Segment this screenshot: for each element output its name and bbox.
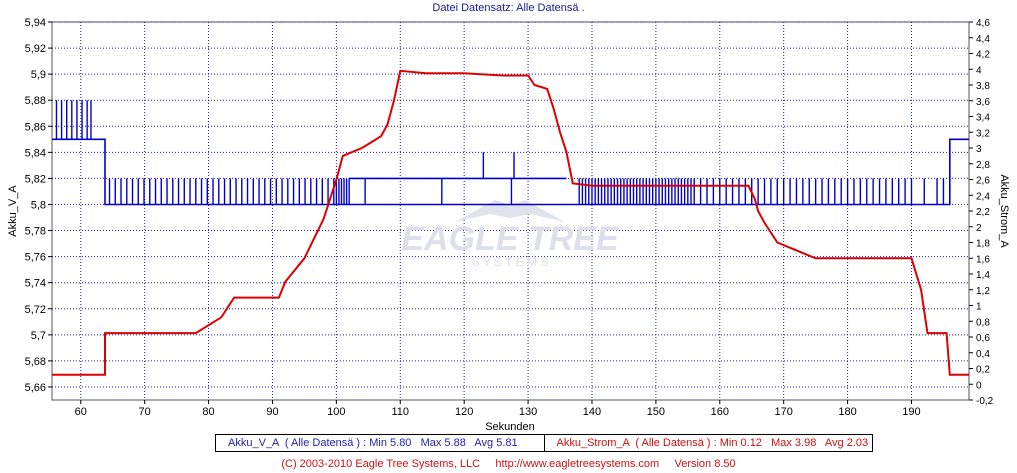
series-voltage-line <box>52 138 969 206</box>
y-left-tick-label: 5,9 <box>31 69 46 81</box>
x-tick-label: 90 <box>266 406 278 418</box>
watermark-main: EAGLE TREE <box>401 220 620 258</box>
y-left-tick-label: 5,74 <box>25 278 46 290</box>
y-left-tick-label: 5,88 <box>25 95 46 107</box>
y-left-tick-label: 5,7 <box>31 330 46 342</box>
y-left-tick-label: 5,86 <box>25 121 46 133</box>
watermark-sub: S Y S T E M S <box>472 255 548 269</box>
legend-current: Akku_Strom_A ( Alle Datensä ) : Min 0.12… <box>556 437 869 449</box>
x-tick-label: 150 <box>647 406 665 418</box>
x-tick-label: 160 <box>711 406 729 418</box>
watermark-logo: EAGLE TREE S Y S T E M S <box>401 200 620 269</box>
y-right-tick-label: 0,2 <box>976 365 990 376</box>
y-right-tick-label: 3 <box>976 144 982 155</box>
y-right-tick-label: 2,8 <box>976 160 990 171</box>
y-right-tick-label: -0,2 <box>976 396 994 407</box>
y-right-tick-label: 2,4 <box>976 191 990 202</box>
y-left-tick-label: 5,72 <box>25 304 46 316</box>
y-right-tick-label: 0,6 <box>976 333 990 344</box>
y-left-tick-label: 5,82 <box>25 173 46 185</box>
y-left-tick-label: 5,78 <box>25 226 46 238</box>
x-tick-label: 80 <box>202 406 214 418</box>
y-right-tick-label: 3,2 <box>976 128 990 139</box>
y-right-tick-label: 4 <box>976 65 982 76</box>
y-right-tick-label: 2,6 <box>976 176 990 187</box>
x-tick-label: 60 <box>75 406 87 418</box>
x-tick-label: 180 <box>838 406 856 418</box>
x-tick-label: 120 <box>455 406 473 418</box>
y-left-tick-label: 5,84 <box>25 147 46 159</box>
x-tick-label: 100 <box>327 406 345 418</box>
y-right-tick-label: 2,2 <box>976 207 990 218</box>
x-tick-label: 140 <box>583 406 601 418</box>
y-right-tick-label: 4,6 <box>976 18 990 29</box>
x-tick-label: 170 <box>775 406 793 418</box>
y-right-axis-label: Akku_Strom_A <box>998 174 1010 248</box>
x-tick-label: 190 <box>902 406 920 418</box>
x-axis-label: Sekunden <box>485 421 535 433</box>
y-left-tick-label: 5,8 <box>31 199 46 211</box>
y-left-tick-label: 5,68 <box>25 356 46 368</box>
y-right-tick-label: 1 <box>976 302 982 313</box>
y-right-tick-label: 4,2 <box>976 50 990 61</box>
y-right-tick-label: 1,8 <box>976 239 990 250</box>
y-left-tick-label: 5,76 <box>25 252 46 264</box>
y-right-tick-label: 1,4 <box>976 270 990 281</box>
x-tick-label: 130 <box>519 406 537 418</box>
grid <box>52 21 969 400</box>
y-right-tick-label: 1,2 <box>976 286 990 297</box>
footer-copyright: (C) 2003-2010 Eagle Tree Systems, LLC ht… <box>281 458 736 470</box>
y-right-tick-label: 1,6 <box>976 254 990 265</box>
legend: Akku_V_A ( Alle Datensä ) : Min 5.80 Max… <box>215 434 873 452</box>
window-title: Datei Datensatz: Alle Datensä . <box>432 2 585 14</box>
legend-voltage: Akku_V_A ( Alle Datensä ) : Min 5.80 Max… <box>216 435 545 451</box>
y-left-tick-label: 5,94 <box>25 17 46 29</box>
y-right-tick-label: 0 <box>976 380 982 391</box>
axes: 60 70 80 90 100 110 120 130 140 150 160 170 180 1905,… <box>25 17 994 418</box>
y-right-tick-label: 3,4 <box>976 113 990 124</box>
y-right-tick-label: 0,4 <box>976 349 990 360</box>
series-current-line <box>52 69 969 376</box>
y-right-tick-label: 4,4 <box>976 34 990 45</box>
y-right-tick-label: 3,6 <box>976 97 990 108</box>
y-left-tick-label: 5,66 <box>25 382 46 394</box>
y-right-tick-label: 0,8 <box>976 317 990 328</box>
y-left-tick-label: 5,92 <box>25 43 46 55</box>
x-tick-label: 110 <box>391 406 409 418</box>
y-right-tick-label: 3,8 <box>976 81 990 92</box>
y-left-axis-label: Akku_V_A <box>7 185 19 237</box>
y-right-tick-label: 2 <box>976 223 982 234</box>
x-tick-label: 70 <box>139 406 151 418</box>
series-layer <box>52 69 969 376</box>
